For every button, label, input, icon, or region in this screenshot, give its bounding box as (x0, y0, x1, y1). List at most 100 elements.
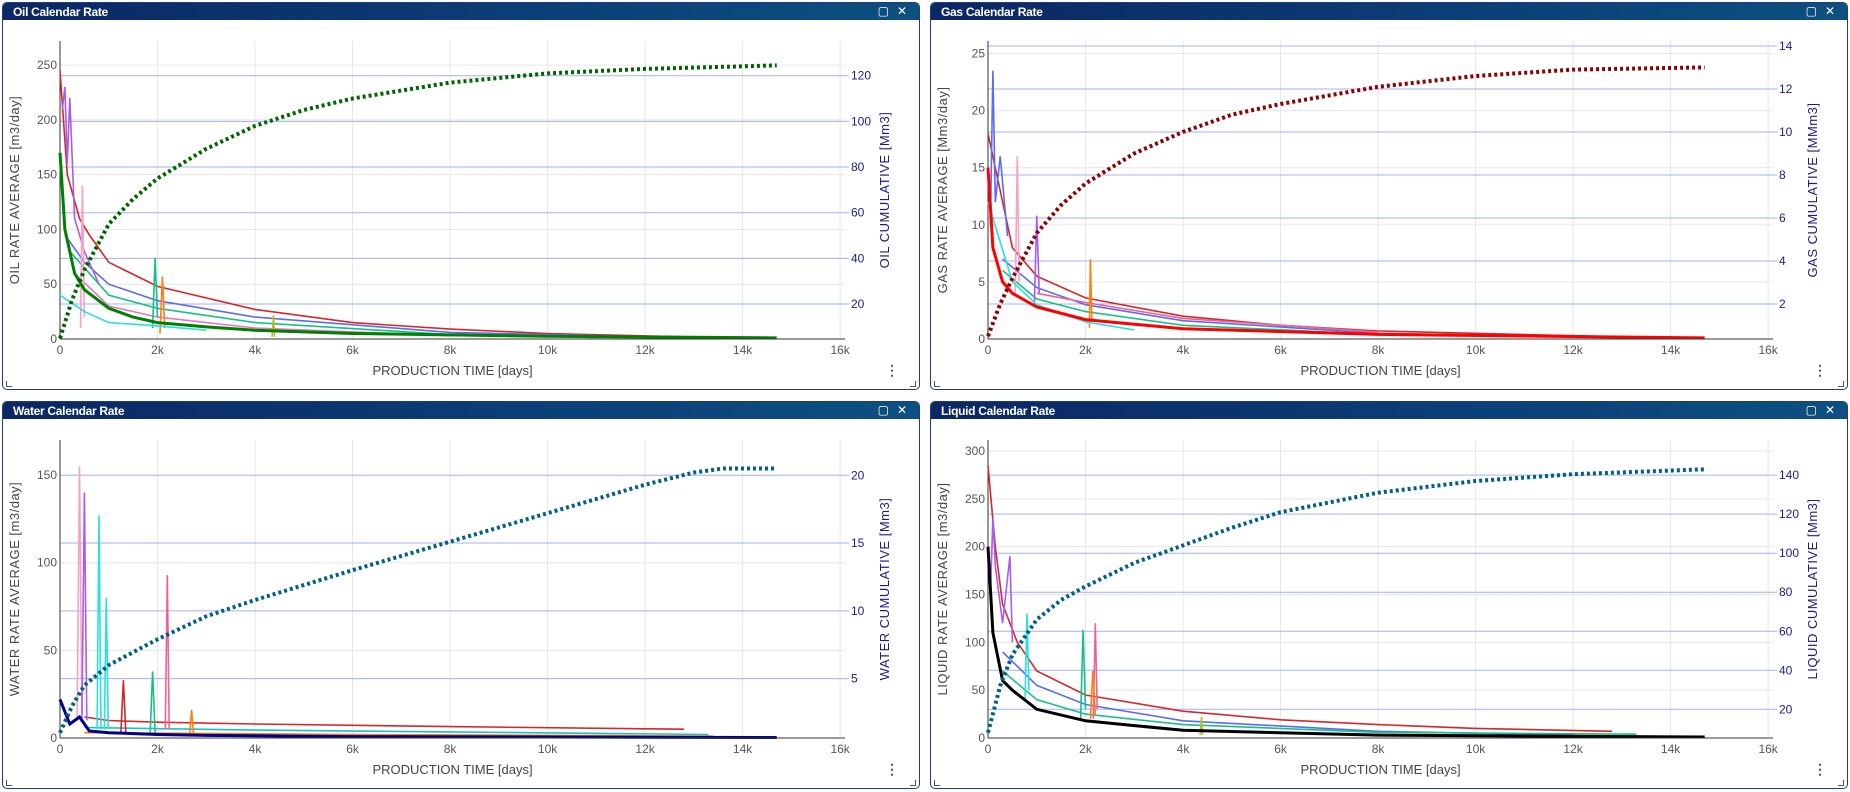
y-tick-label: 20 (972, 104, 986, 118)
x-tick-label: 0 (985, 742, 992, 756)
panel-header[interactable]: Liquid Calendar Rate ▢ ✕ (931, 402, 1847, 419)
y2-tick-label: 6 (1779, 211, 1786, 225)
panel-header[interactable]: Oil Calendar Rate ▢ ✕ (3, 3, 919, 20)
y2-axis-title: OIL CUMULATIVE [Mm3] (877, 112, 892, 269)
y2-tick-label: 10 (851, 604, 865, 618)
y-tick-label: 100 (37, 222, 57, 236)
y-tick-label: 200 (37, 113, 57, 127)
well-rate-line (1024, 613, 1030, 700)
y-axis-title: GAS RATE AVERAGE [Mm3/day] (935, 87, 950, 294)
x-tick-label: 10k (1466, 343, 1486, 357)
x-tick-label: 0 (57, 343, 64, 357)
x-tick-label: 10k (538, 343, 558, 357)
y-tick-label: 10 (972, 218, 986, 232)
panel-title: Gas Calendar Rate (941, 5, 1043, 19)
close-icon[interactable]: ✕ (896, 403, 907, 417)
y-tick-label: 0 (50, 332, 57, 346)
y-tick-label: 0 (978, 332, 985, 346)
y2-tick-label: 80 (851, 160, 865, 174)
well-rate-line (159, 276, 166, 334)
maximize-icon[interactable]: ▢ (1805, 4, 1817, 18)
well-rate-line (1089, 670, 1097, 719)
resize-handle-right[interactable] (910, 780, 916, 786)
resize-handle-left[interactable] (6, 381, 12, 387)
y-tick-label: 50 (972, 683, 986, 697)
average-rate-line (986, 167, 1705, 340)
resize-handle-right[interactable] (1838, 780, 1844, 786)
y2-tick-label: 20 (1779, 702, 1793, 716)
x-tick-label: 16k (1758, 742, 1778, 756)
y-tick-label: 0 (50, 731, 57, 745)
resize-handle-left[interactable] (934, 381, 940, 387)
resize-handle-right[interactable] (1838, 381, 1844, 387)
more-vertical-icon[interactable]: ⋮ (1813, 362, 1827, 378)
y-tick-label: 150 (37, 168, 57, 182)
well-rate-line (1002, 269, 1379, 336)
well-rate-line (103, 597, 110, 730)
y2-tick-label: 100 (1779, 546, 1799, 560)
x-tick-label: 2k (151, 343, 165, 357)
x-tick-label: 12k (1563, 742, 1583, 756)
cumulative-line (986, 467, 1705, 734)
y2-tick-label: 8 (1779, 168, 1786, 182)
cumulative-line (986, 65, 1705, 337)
x-tick-label: 4k (1177, 742, 1191, 756)
y2-tick-label: 20 (851, 468, 865, 482)
y2-tick-label: 10 (1779, 125, 1793, 139)
x-tick-label: 12k (635, 343, 655, 357)
y-axis-title: LIQUID RATE AVERAGE [m3/day] (935, 483, 950, 696)
y2-tick-label: 100 (851, 114, 871, 128)
y2-tick-label: 20 (851, 297, 865, 311)
well-rate-line (1199, 716, 1204, 736)
panel-gas-calendar-rate: 0 2k 4k 6k 8k 10k 12k 14k 16k 0 5 10 15 20 25 2 4 6 8 10 12 1… (930, 2, 1848, 390)
x-tick-label: 2k (1079, 343, 1093, 357)
gas-chart: 0 2k 4k 6k 8k 10k 12k 14k 16k 0 5 10 15 20 25 2 4 6 8 10 12 1… (935, 39, 1820, 378)
resize-handle-left[interactable] (6, 780, 12, 786)
average-rate-line (58, 152, 777, 340)
well-rate-line (1002, 651, 1574, 736)
x-tick-label: 14k (733, 742, 753, 756)
y2-tick-label: 14 (1779, 39, 1793, 53)
well-rate-line (61, 86, 100, 285)
more-vertical-icon[interactable]: ⋮ (1813, 761, 1827, 777)
x-tick-label: 14k (1661, 742, 1681, 756)
y2-tick-label: 12 (1779, 82, 1793, 96)
y2-tick-label: 60 (1779, 624, 1793, 638)
well-rate-line (81, 492, 88, 721)
y-tick-label: 100 (965, 635, 985, 649)
x-axis-title: PRODUCTION TIME [days] (1300, 363, 1460, 378)
y2-tick-label: 60 (851, 206, 865, 220)
x-tick-label: 8k (444, 343, 458, 357)
y2-axis-title: GAS CUMULATIVE [MMm3] (1805, 103, 1820, 278)
well-rate-line (69, 250, 597, 339)
well-rate-line (76, 466, 83, 721)
maximize-icon[interactable]: ▢ (877, 403, 889, 417)
x-tick-label: 12k (1563, 343, 1583, 357)
more-vertical-icon[interactable]: ⋮ (885, 362, 899, 378)
cumulative-line (58, 466, 777, 734)
x-tick-label: 8k (1372, 343, 1386, 357)
y-axis-title: WATER RATE AVERAGE [m3/day] (7, 482, 22, 697)
more-vertical-icon[interactable]: ⋮ (885, 761, 899, 777)
x-tick-label: 0 (985, 343, 992, 357)
close-icon[interactable]: ✕ (896, 4, 907, 18)
well-rate-line (79, 185, 86, 329)
maximize-icon[interactable]: ▢ (1805, 403, 1817, 417)
maximize-icon[interactable]: ▢ (877, 4, 889, 18)
x-tick-label: 10k (1466, 742, 1486, 756)
well-rate-line (987, 133, 1613, 338)
panel-header[interactable]: Gas Calendar Rate ▢ ✕ (931, 3, 1847, 20)
x-tick-label: 6k (1274, 343, 1288, 357)
close-icon[interactable]: ✕ (1824, 4, 1835, 18)
resize-handle-right[interactable] (910, 381, 916, 387)
panel-header[interactable]: Water Calendar Rate ▢ ✕ (3, 402, 919, 419)
y-tick-label: 5 (978, 275, 985, 289)
close-icon[interactable]: ✕ (1824, 403, 1835, 417)
resize-handle-left[interactable] (934, 780, 940, 786)
y-axis-title: OIL RATE AVERAGE [m3/day] (7, 96, 22, 285)
x-tick-label: 12k (635, 742, 655, 756)
y2-tick-label: 140 (1779, 468, 1799, 482)
well-rate-line (1033, 215, 1040, 305)
y-tick-label: 50 (44, 643, 58, 657)
y2-axis-title: LIQUID CUMULATIVE [Mm3] (1805, 498, 1820, 679)
